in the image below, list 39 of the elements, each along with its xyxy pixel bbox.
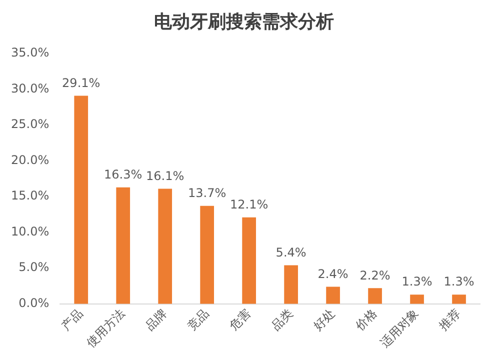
x-tick-label: 推荐	[436, 306, 464, 334]
data-label: 2.4%	[318, 266, 348, 281]
y-tick-label: 5.0%	[18, 260, 50, 274]
x-tick-label: 价格	[352, 306, 380, 334]
bar	[326, 286, 340, 304]
x-tick-label: 产品	[58, 306, 86, 334]
bar	[452, 294, 466, 304]
data-label: 16.1%	[146, 168, 184, 183]
chart-title: 电动牙刷搜索需求分析	[154, 11, 334, 32]
bar	[410, 294, 424, 304]
y-tick-label: 20.0%	[10, 152, 50, 167]
y-tick-label: 35.0%	[10, 46, 50, 60]
data-label: 29.1%	[62, 76, 100, 90]
y-tick-label: 0.0%	[18, 296, 50, 310]
x-tick-label: 竞品	[184, 306, 212, 334]
x-tick-label: 品牌	[142, 306, 170, 334]
y-tick-label: 30.0%	[10, 81, 50, 96]
x-tick-label: 好处	[310, 306, 338, 334]
data-label: 5.4%	[276, 245, 306, 260]
bar	[284, 265, 298, 304]
x-tick-label: 适用对象	[378, 306, 422, 350]
x-tick-label: 危害	[226, 306, 254, 334]
data-label: 13.7%	[188, 186, 226, 200]
y-tick-label: 15.0%	[10, 188, 50, 203]
bar	[74, 96, 88, 304]
data-label: 1.3%	[402, 274, 432, 289]
bar	[242, 217, 256, 304]
data-label: 2.2%	[360, 268, 390, 282]
bar	[158, 188, 172, 304]
bar	[116, 187, 130, 304]
x-tick-label: 使用方法	[84, 306, 128, 350]
data-label: 1.3%	[444, 274, 474, 289]
y-tick-label: 25.0%	[10, 117, 50, 132]
x-tick-label: 品类	[268, 306, 296, 334]
y-tick-label: 10.0%	[10, 224, 50, 238]
bar	[200, 206, 214, 304]
data-label: 12.1%	[230, 197, 268, 212]
data-label: 16.3%	[104, 167, 142, 182]
bar	[368, 288, 382, 304]
